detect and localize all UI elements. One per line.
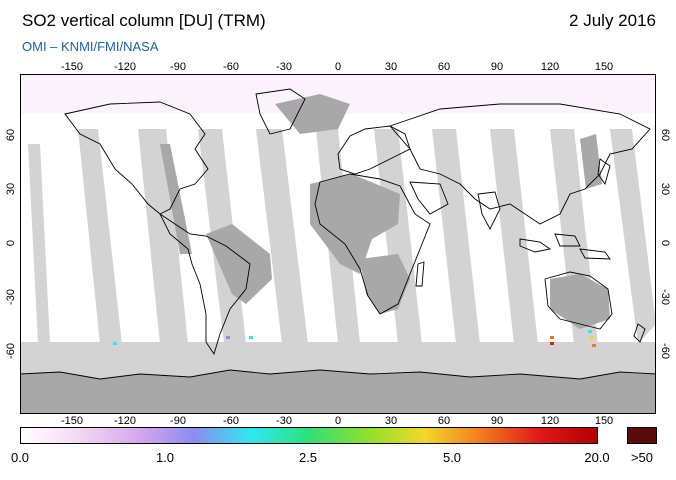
lon-tick-top: -120 xyxy=(113,61,137,73)
land-no-data xyxy=(160,94,610,329)
lon-tick-bottom: 60 xyxy=(437,415,451,427)
so2-map xyxy=(20,74,656,414)
lon-tick-top: 60 xyxy=(437,61,451,73)
lon-tick-bottom: -120 xyxy=(113,415,137,427)
lon-tick-bottom: 90 xyxy=(490,415,504,427)
lat-tick-left: 60 xyxy=(5,128,17,142)
lon-tick-top: 150 xyxy=(594,61,614,73)
colorbar-label: 1.0 xyxy=(155,450,175,465)
lon-tick-top: 30 xyxy=(384,61,398,73)
map-date: 2 July 2016 xyxy=(569,11,656,30)
lon-tick-top: -150 xyxy=(60,61,84,73)
lon-tick-top: -90 xyxy=(170,61,186,73)
lat-tick-left: -30 xyxy=(5,289,17,305)
lon-tick-bottom: 120 xyxy=(540,415,560,427)
lon-tick-top: 0 xyxy=(334,61,342,73)
coastlines xyxy=(20,88,656,380)
lon-tick-bottom: -150 xyxy=(60,415,84,427)
lon-tick-top: 90 xyxy=(490,61,504,73)
lat-tick-right: -30 xyxy=(659,289,671,305)
colorbar-label: 5.0 xyxy=(442,450,462,465)
colorbar-overflow-label: >50 xyxy=(630,450,654,465)
colorbar-label: 20.0 xyxy=(584,450,610,465)
lon-tick-bottom: 30 xyxy=(384,415,398,427)
antarctica xyxy=(20,370,656,414)
lat-tick-right: -60 xyxy=(659,343,671,359)
so2-pixels xyxy=(113,330,596,347)
lon-tick-bottom: 150 xyxy=(594,415,614,427)
lon-tick-top: -30 xyxy=(276,61,292,73)
lon-tick-bottom: 0 xyxy=(334,415,342,427)
lat-tick-left: 30 xyxy=(5,182,17,196)
lon-tick-top: 120 xyxy=(540,61,560,73)
lat-tick-left: -60 xyxy=(5,343,17,359)
colorbar-label: 2.5 xyxy=(298,450,318,465)
colorbar-label: 0.0 xyxy=(10,450,30,465)
lon-tick-bottom: -90 xyxy=(170,415,186,427)
lat-tick-left: 0 xyxy=(5,239,17,247)
lon-tick-top: -60 xyxy=(223,61,239,73)
map-frame xyxy=(20,74,656,414)
lon-tick-bottom: -30 xyxy=(276,415,292,427)
lat-tick-right: 30 xyxy=(659,182,671,196)
data-credit: OMI – KNMI/FMI/NASA xyxy=(22,39,159,54)
colorbar-gradient xyxy=(20,427,598,444)
map-title: SO2 vertical column [DU] (TRM) xyxy=(22,11,266,30)
colorbar xyxy=(20,427,598,444)
lat-tick-right: 0 xyxy=(659,239,671,247)
lat-tick-right: 60 xyxy=(659,128,671,142)
lon-tick-bottom: -60 xyxy=(223,415,239,427)
overflow-swatch xyxy=(627,427,657,444)
